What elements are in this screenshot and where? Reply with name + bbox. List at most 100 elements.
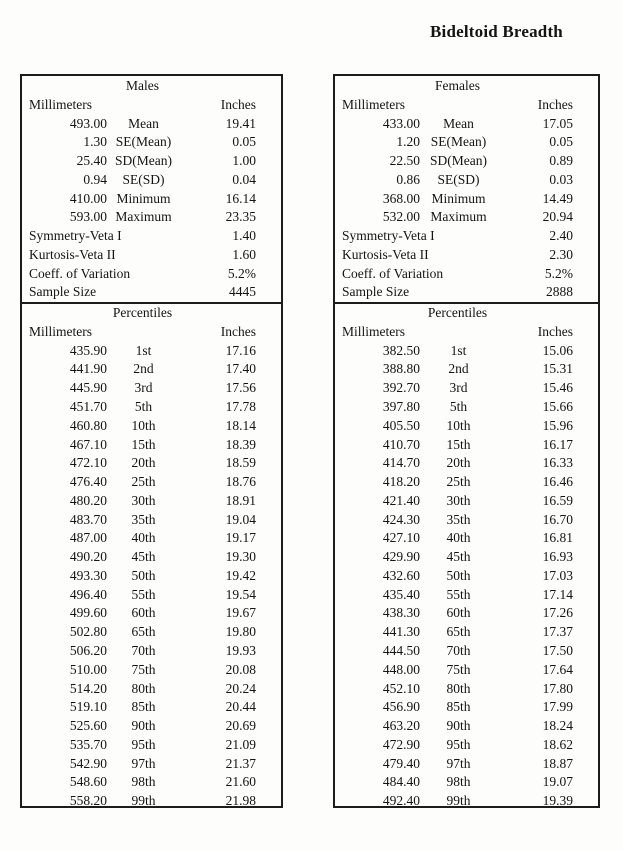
percentile-row: 472.90 95th 18.62 xyxy=(335,736,598,755)
inches-value: 21.37 xyxy=(225,755,256,771)
millimeters-value: 1.20 xyxy=(396,134,420,150)
percentile-rank: 15th xyxy=(446,436,471,452)
stats-rows: 433.00 Mean 17.05 1.20 SE(Mean) 0.05 22.… xyxy=(335,115,598,228)
percentile-rank: 45th xyxy=(131,549,156,565)
inches-column-header: Inches xyxy=(220,323,256,339)
percentile-rank: 25th xyxy=(131,474,156,490)
percentile-row: 405.50 10th 15.96 xyxy=(335,417,598,436)
percentile-row: 445.90 3rd 17.56 xyxy=(22,379,281,398)
percentile-rank: 40th xyxy=(446,530,471,546)
percentile-row: 467.10 15th 18.39 xyxy=(22,436,281,455)
percentile-row: 432.60 50th 17.03 xyxy=(335,567,598,586)
summary-value: 1.40 xyxy=(232,228,256,244)
stats-rows: 493.00 Mean 19.41 1.30 SE(Mean) 0.05 25.… xyxy=(22,115,281,228)
percentile-row: 479.40 97th 18.87 xyxy=(335,755,598,774)
percentile-row: 451.70 5th 17.78 xyxy=(22,398,281,417)
millimeters-value: 451.70 xyxy=(69,399,107,415)
inches-value: 16.14 xyxy=(225,190,256,206)
inches-value: 16.81 xyxy=(542,530,573,546)
inches-value: 21.60 xyxy=(225,774,256,790)
millimeters-value: 467.10 xyxy=(69,436,107,452)
summary-row: Symmetry-Veta I 1.40 xyxy=(22,227,281,246)
stat-row: 493.00 Mean 19.41 xyxy=(22,115,281,134)
percentile-rank: 95th xyxy=(131,736,156,752)
percentile-row: 496.40 55th 19.54 xyxy=(22,586,281,605)
percentile-row: 472.10 20th 18.59 xyxy=(22,454,281,473)
percentile-rank: 40th xyxy=(131,530,156,546)
stat-label: SD(Mean) xyxy=(430,153,487,169)
percentile-rank: 60th xyxy=(446,605,471,621)
inches-value: 17.37 xyxy=(542,624,573,640)
millimeters-value: 1.30 xyxy=(83,134,107,150)
percentile-rank: 5th xyxy=(449,399,468,415)
percentile-rank: 97th xyxy=(446,755,471,771)
inches-value: 0.89 xyxy=(549,153,573,169)
percentile-row: 506.20 70th 19.93 xyxy=(22,642,281,661)
inches-value: 16.17 xyxy=(542,436,573,452)
percentile-row: 487.00 40th 19.17 xyxy=(22,529,281,548)
millimeters-value: 496.40 xyxy=(69,586,107,602)
percentile-row: 463.20 90th 18.24 xyxy=(335,717,598,736)
table-group-title: Females xyxy=(435,78,480,93)
percentiles-header: Percentiles xyxy=(112,305,173,321)
percentile-row: 484.40 98th 19.07 xyxy=(335,773,598,792)
inches-value: 19.54 xyxy=(225,586,256,602)
percentile-row: 435.90 1st 17.16 xyxy=(22,342,281,361)
percentile-row: 441.30 65th 17.37 xyxy=(335,623,598,642)
percentile-rank: 90th xyxy=(446,718,471,734)
percentile-rank: 60th xyxy=(131,605,156,621)
inches-value: 19.67 xyxy=(225,605,256,621)
section-divider xyxy=(22,302,281,305)
percentile-row: 421.40 30th 16.59 xyxy=(335,492,598,511)
inches-value: 19.30 xyxy=(225,549,256,565)
inches-value: 18.39 xyxy=(225,436,256,452)
inches-value: 18.14 xyxy=(225,417,256,433)
millimeters-value: 456.90 xyxy=(382,699,420,715)
inches-value: 19.41 xyxy=(225,115,256,131)
percentile-rank: 80th xyxy=(131,680,156,696)
summary-value: 5.2% xyxy=(227,265,256,281)
percentile-row: 429.90 45th 16.93 xyxy=(335,548,598,567)
summary-label: Sample Size xyxy=(29,284,97,300)
millimeters-value: 445.90 xyxy=(69,380,107,396)
percentile-rank: 20th xyxy=(446,455,471,471)
millimeters-value: 405.50 xyxy=(382,417,420,433)
percentile-row: 382.50 1st 15.06 xyxy=(335,342,598,361)
summary-value: 2.40 xyxy=(549,228,573,244)
percentile-row: 502.80 65th 19.80 xyxy=(22,623,281,642)
stat-row: 1.30 SE(Mean) 0.05 xyxy=(22,133,281,152)
percentile-row: 444.50 70th 17.50 xyxy=(335,642,598,661)
inches-value: 15.46 xyxy=(542,380,573,396)
percentile-rank: 99th xyxy=(131,793,156,809)
percentile-rank: 70th xyxy=(131,642,156,658)
percentile-rank: 10th xyxy=(131,417,156,433)
inches-value: 20.69 xyxy=(225,718,256,734)
summary-rows: Symmetry-Veta I 1.40 Kurtosis-Veta II 1.… xyxy=(22,227,281,302)
millimeters-value: 448.00 xyxy=(382,661,420,677)
millimeters-value: 441.90 xyxy=(69,361,107,377)
inches-value: 19.93 xyxy=(225,642,256,658)
percentile-rank: 30th xyxy=(131,492,156,508)
inches-value: 19.39 xyxy=(542,793,573,809)
inches-value: 18.87 xyxy=(542,755,573,771)
summary-row: Coeff. of Variation 5.2% xyxy=(22,265,281,284)
summary-value: 4445 xyxy=(229,284,256,300)
percentile-rank: 50th xyxy=(131,567,156,583)
inches-value: 17.26 xyxy=(542,605,573,621)
percentile-row: 492.40 99th 19.39 xyxy=(335,792,598,811)
millimeters-value: 532.00 xyxy=(382,209,420,225)
percentile-row: 448.00 75th 17.64 xyxy=(335,661,598,680)
inches-value: 1.00 xyxy=(232,153,256,169)
millimeters-value: 435.40 xyxy=(382,586,420,602)
percentile-row: 427.10 40th 16.81 xyxy=(335,529,598,548)
millimeters-value: 424.30 xyxy=(382,511,420,527)
percentile-row: 490.20 45th 19.30 xyxy=(22,548,281,567)
stat-label: SE(SD) xyxy=(437,171,480,187)
millimeters-value: 25.40 xyxy=(76,153,107,169)
inches-value: 0.05 xyxy=(232,134,256,150)
inches-value: 19.04 xyxy=(225,511,256,527)
millimeters-column-header: Millimeters xyxy=(29,323,92,339)
inches-value: 21.98 xyxy=(225,793,256,809)
percentile-row: 493.30 50th 19.42 xyxy=(22,567,281,586)
millimeters-value: 410.00 xyxy=(69,190,107,206)
